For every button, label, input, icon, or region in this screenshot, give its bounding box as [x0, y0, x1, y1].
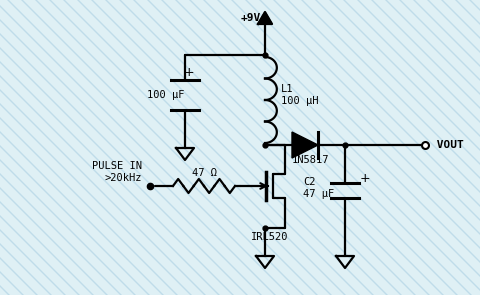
Text: +: + [360, 173, 370, 186]
Text: 1N5817: 1N5817 [291, 155, 329, 165]
Text: VOUT: VOUT [430, 140, 464, 150]
Text: +: + [184, 66, 194, 79]
Text: L1
100 μH: L1 100 μH [281, 84, 319, 106]
Text: +9V: +9V [241, 13, 261, 23]
Text: PULSE IN
>20kHz: PULSE IN >20kHz [92, 161, 142, 183]
Text: C2
47 μF: C2 47 μF [303, 177, 334, 199]
Text: 100 μF: 100 μF [147, 90, 184, 100]
Polygon shape [258, 12, 272, 24]
Text: 47 Ω: 47 Ω [192, 168, 216, 178]
Polygon shape [292, 132, 318, 158]
Text: IRL520: IRL520 [251, 232, 289, 242]
